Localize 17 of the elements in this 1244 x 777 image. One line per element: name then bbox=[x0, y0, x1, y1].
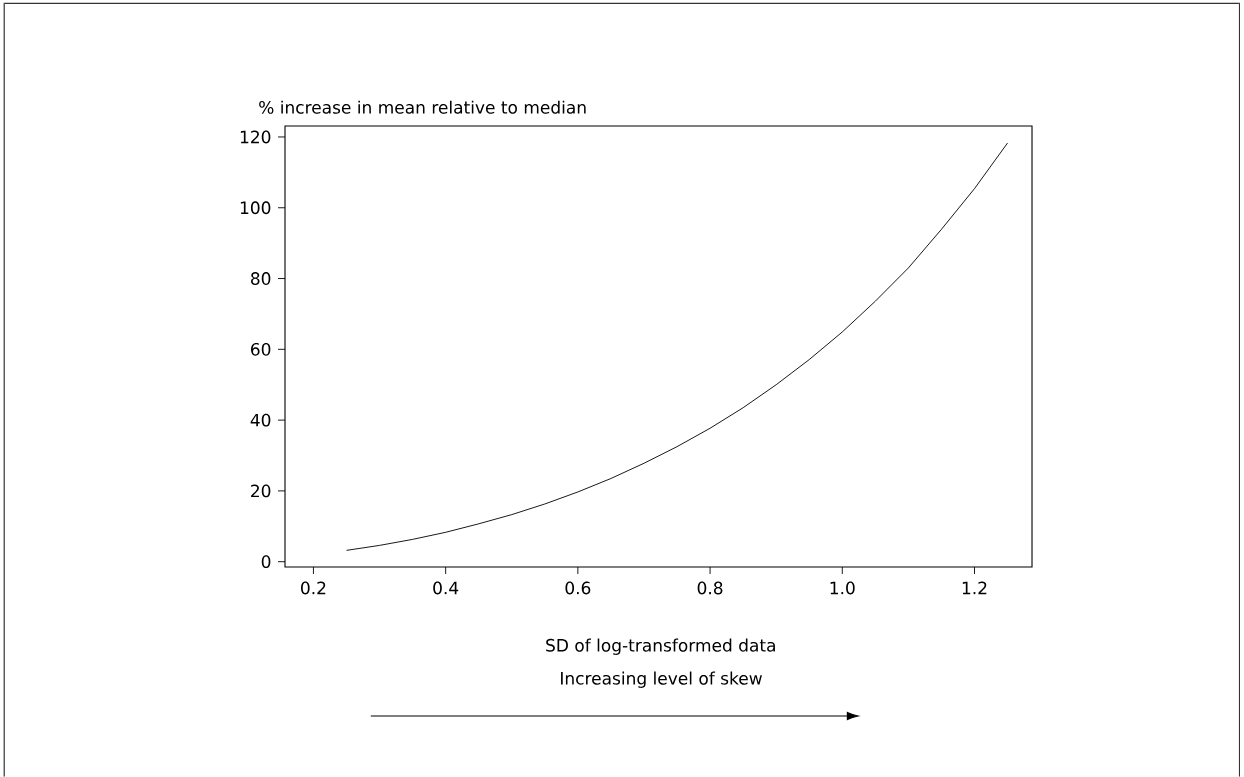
y-tick-label: 20 bbox=[251, 484, 271, 498]
x-tick-label: 1.2 bbox=[962, 581, 987, 595]
y-axis-title: % increase in mean relative to median bbox=[259, 100, 586, 114]
line-series bbox=[346, 142, 1008, 551]
y-tick-label: 0 bbox=[261, 555, 271, 569]
x-tick-label: 0.2 bbox=[301, 581, 326, 595]
y-tick-label: 80 bbox=[251, 272, 271, 286]
x-tick-label: 0.6 bbox=[565, 581, 591, 595]
y-tick-label: 100 bbox=[240, 201, 271, 215]
y-tick-label: 40 bbox=[250, 413, 271, 427]
x-tick-label: 1.0 bbox=[830, 581, 855, 595]
x-tick-label: 0.4 bbox=[433, 581, 459, 595]
y-tick-label: 60 bbox=[251, 342, 271, 356]
x-axis-title: SD of log-transformed data bbox=[546, 638, 775, 656]
x-tick-label: 0.8 bbox=[697, 581, 723, 595]
y-tick-label: 120 bbox=[240, 130, 271, 144]
text: Increasing level of skew bbox=[561, 671, 762, 689]
